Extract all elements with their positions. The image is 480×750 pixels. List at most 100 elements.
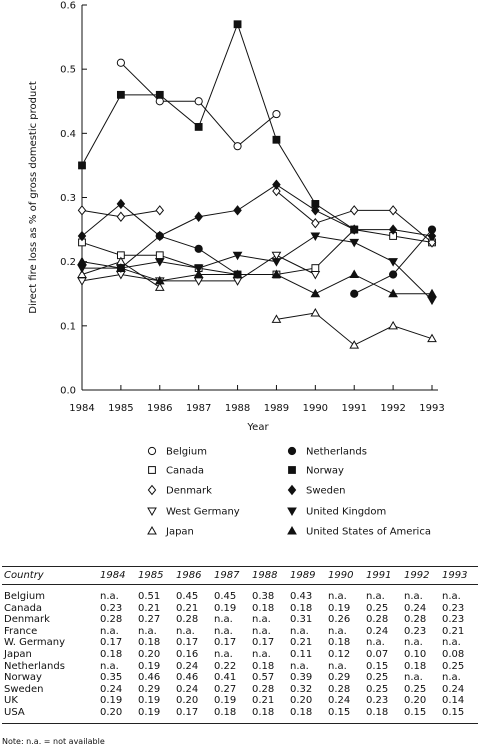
x-tick-label: 1991 bbox=[341, 403, 366, 414]
data-point-denmark bbox=[427, 237, 437, 248]
legend-marker-denmark bbox=[147, 484, 157, 496]
value-cell: 0.17 bbox=[174, 706, 212, 724]
data-point-united-states-of-america bbox=[154, 275, 165, 285]
y-tick-label: 0.5 bbox=[60, 65, 76, 76]
value-cell: 0.19 bbox=[328, 602, 351, 614]
x-tick-label: 1986 bbox=[147, 403, 172, 414]
y-axis-title: Direct fire loss as % of gross domestic … bbox=[28, 81, 39, 314]
value-cell: 0.25 bbox=[366, 672, 389, 684]
value-cell: 0.23 bbox=[442, 602, 465, 614]
value-cell: 0.24 bbox=[404, 602, 427, 614]
value-cell: 0.45 bbox=[176, 591, 199, 602]
value-cell: 0.41 bbox=[214, 672, 237, 684]
table-row: Belgium n.a. 0.51 0.45 0.45 0.38 0.43 n.a. n.a. n… bbox=[2, 585, 478, 603]
data-point-sweden bbox=[311, 205, 320, 216]
value-cell: 0.23 bbox=[442, 614, 465, 626]
value-cell: 0.28 bbox=[404, 614, 427, 626]
value-cell: n.a. bbox=[252, 648, 271, 660]
value-cell: 0.18 bbox=[252, 660, 275, 672]
legend-label-norway: Norway bbox=[306, 466, 344, 477]
data-point-netherlands bbox=[194, 244, 203, 253]
data-point-denmark bbox=[116, 211, 126, 222]
column-header-year: 1990 bbox=[326, 566, 364, 585]
value-cell: 0.15 bbox=[440, 706, 478, 724]
data-point-united-kingdom bbox=[271, 258, 282, 267]
fire-loss-data-table-container: Country 1984 1985 1986 1987 1988 1989 1990 1991 1… bbox=[0, 566, 480, 724]
value-cell: 0.15 bbox=[366, 660, 389, 672]
value-cell: 0.21 bbox=[290, 637, 313, 649]
value-cell: 0.19 bbox=[100, 695, 123, 707]
value-cell: 0.25 bbox=[366, 602, 389, 614]
data-point-sweden bbox=[77, 230, 87, 242]
table-row: Norway 0.35 0.46 0.46 0.41 0.57 0.39 0.29 0.25 n.… bbox=[2, 672, 478, 684]
column-header-year: 1986 bbox=[174, 566, 212, 585]
data-point-belgium bbox=[116, 58, 125, 67]
data-point-belgium bbox=[194, 97, 203, 106]
value-cell: 0.20 bbox=[176, 695, 199, 707]
legend-label-canada: Canada bbox=[166, 466, 204, 477]
data-point-norway bbox=[155, 90, 164, 99]
data-point-norway bbox=[233, 20, 242, 29]
x-tick-label: 1989 bbox=[264, 403, 289, 414]
value-cell: 0.19 bbox=[138, 660, 161, 672]
country-cell: Netherlands bbox=[4, 660, 65, 672]
x-tick-label: 1985 bbox=[108, 403, 133, 414]
data-point-japan bbox=[154, 282, 165, 291]
data-point-sweden bbox=[272, 179, 281, 190]
value-cell: n.a. bbox=[442, 672, 461, 684]
series-line-norway bbox=[81, 22, 355, 231]
data-point-united-states-of-america bbox=[427, 288, 437, 298]
value-cell: 0.45 bbox=[214, 591, 237, 602]
y-tick-label: 0.0 bbox=[60, 386, 76, 397]
data-point-denmark bbox=[311, 217, 320, 229]
value-cell: 0.38 bbox=[252, 591, 275, 602]
data-point-norway bbox=[78, 161, 86, 170]
value-cell: 0.12 bbox=[328, 648, 351, 660]
value-cell: 0.28 bbox=[366, 614, 389, 626]
data-point-netherlands bbox=[389, 270, 398, 279]
value-cell: 0.21 bbox=[138, 602, 161, 614]
x-tick-label: 1993 bbox=[419, 403, 444, 414]
value-cell: 0.26 bbox=[328, 614, 351, 626]
table-row: USA 0.20 0.19 0.17 0.18 0.18 0.18 0.15 0.18 0.15 0… bbox=[2, 706, 478, 724]
x-tick-label: 1987 bbox=[186, 403, 211, 414]
value-cell: 0.19 bbox=[138, 695, 161, 707]
data-point-netherlands bbox=[350, 289, 359, 298]
value-cell: n.a. bbox=[214, 614, 233, 626]
table-body: Belgium n.a. 0.51 0.45 0.45 0.38 0.43 n.a. n.a. n… bbox=[2, 585, 478, 724]
value-cell: 0.28 bbox=[328, 683, 351, 695]
value-cell: n.a. bbox=[328, 591, 347, 602]
legend-marker-belgium bbox=[147, 446, 157, 456]
value-cell: 0.21 bbox=[442, 625, 465, 637]
value-cell: 0.32 bbox=[290, 683, 313, 695]
column-header-year: 1991 bbox=[364, 566, 402, 585]
data-point-west-germany bbox=[310, 271, 321, 280]
country-cell: Sweden bbox=[4, 683, 44, 695]
y-tick-label: 0.3 bbox=[60, 193, 76, 204]
data-point-united-states-of-america bbox=[77, 256, 87, 266]
value-cell: n.a. bbox=[176, 625, 195, 637]
series-line-sweden bbox=[81, 184, 433, 237]
y-tick-label: 0.6 bbox=[60, 1, 76, 12]
table-row: Sweden 0.24 0.29 0.24 0.27 0.28 0.32 0.28 0.25 0.… bbox=[2, 684, 478, 696]
value-cell: 0.17 bbox=[214, 637, 237, 649]
value-cell: 0.19 bbox=[214, 695, 237, 707]
value-cell: 0.20 bbox=[138, 648, 161, 660]
value-cell: 0.28 bbox=[100, 614, 123, 626]
data-point-united-kingdom bbox=[388, 258, 398, 267]
value-cell: 0.17 bbox=[252, 637, 275, 649]
value-cell: 0.18 bbox=[138, 637, 161, 649]
country-cell: Belgium bbox=[4, 591, 45, 602]
country-cell: France bbox=[4, 625, 38, 637]
table-row: Denmark 0.28 0.27 0.28 n.a. n.a. 0.31 0.26 0.28 0… bbox=[2, 614, 478, 626]
value-cell: 0.25 bbox=[442, 660, 465, 672]
value-cell: n.a. bbox=[404, 637, 423, 649]
value-cell: n.a. bbox=[442, 591, 461, 602]
value-cell: 0.25 bbox=[404, 683, 427, 695]
value-cell: 0.46 bbox=[176, 672, 199, 684]
legend-label-japan: Japan bbox=[165, 527, 194, 538]
data-point-canada bbox=[311, 264, 320, 272]
x-tick-label: 1984 bbox=[69, 403, 94, 414]
data-point-belgium bbox=[272, 109, 281, 119]
value-cell: n.a. bbox=[100, 591, 119, 602]
